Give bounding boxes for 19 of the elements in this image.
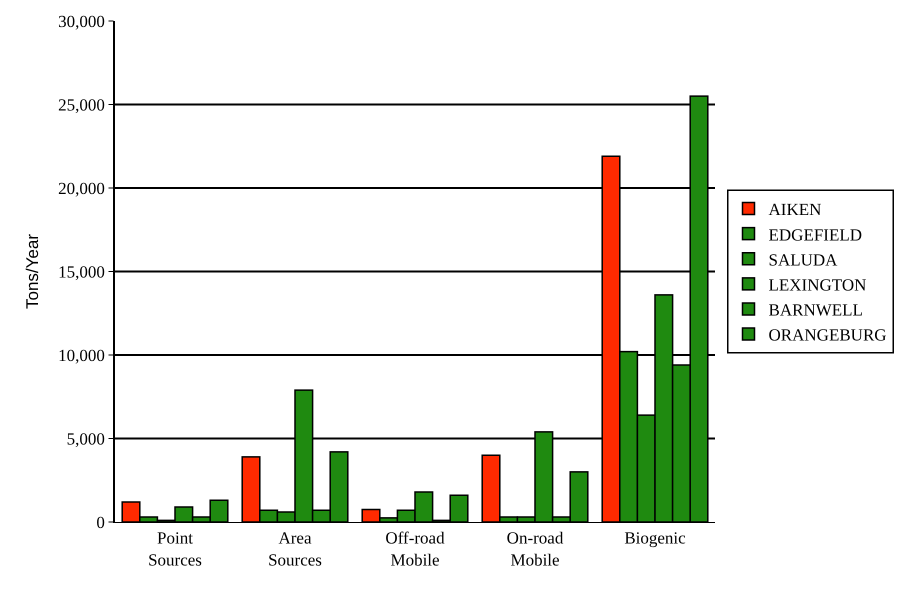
y-axis-title: Tons/Year (23, 234, 42, 309)
legend-label: SALUDA (768, 250, 838, 270)
y-tick-label: 0 (96, 512, 105, 532)
y-tick-label: 30,000 (58, 12, 105, 31)
y-tick-label: 15,000 (58, 262, 105, 282)
y-tick-label: 25,000 (58, 95, 105, 114)
x-tick-label: Off-road Mobile (385, 528, 446, 570)
y-tick-label: 10,000 (58, 346, 105, 365)
y-tick-label: 5,000 (66, 429, 105, 448)
x-tick-label: Point Sources (148, 528, 202, 570)
legend-label: EDGEFIELD (768, 225, 862, 244)
x-tick-label: On-road Mobile (506, 528, 564, 570)
legend-label: AIKEN (768, 200, 822, 220)
x-tick-label: Biogenic (624, 528, 686, 548)
y-tick-label: 20,000 (58, 178, 105, 198)
legend-label: LEXINGTON (768, 275, 866, 294)
legend-label: BARNWELL (768, 300, 863, 320)
legend-label: ORANGEBURG (768, 326, 887, 345)
x-tick-label: Area Sources (268, 528, 322, 570)
